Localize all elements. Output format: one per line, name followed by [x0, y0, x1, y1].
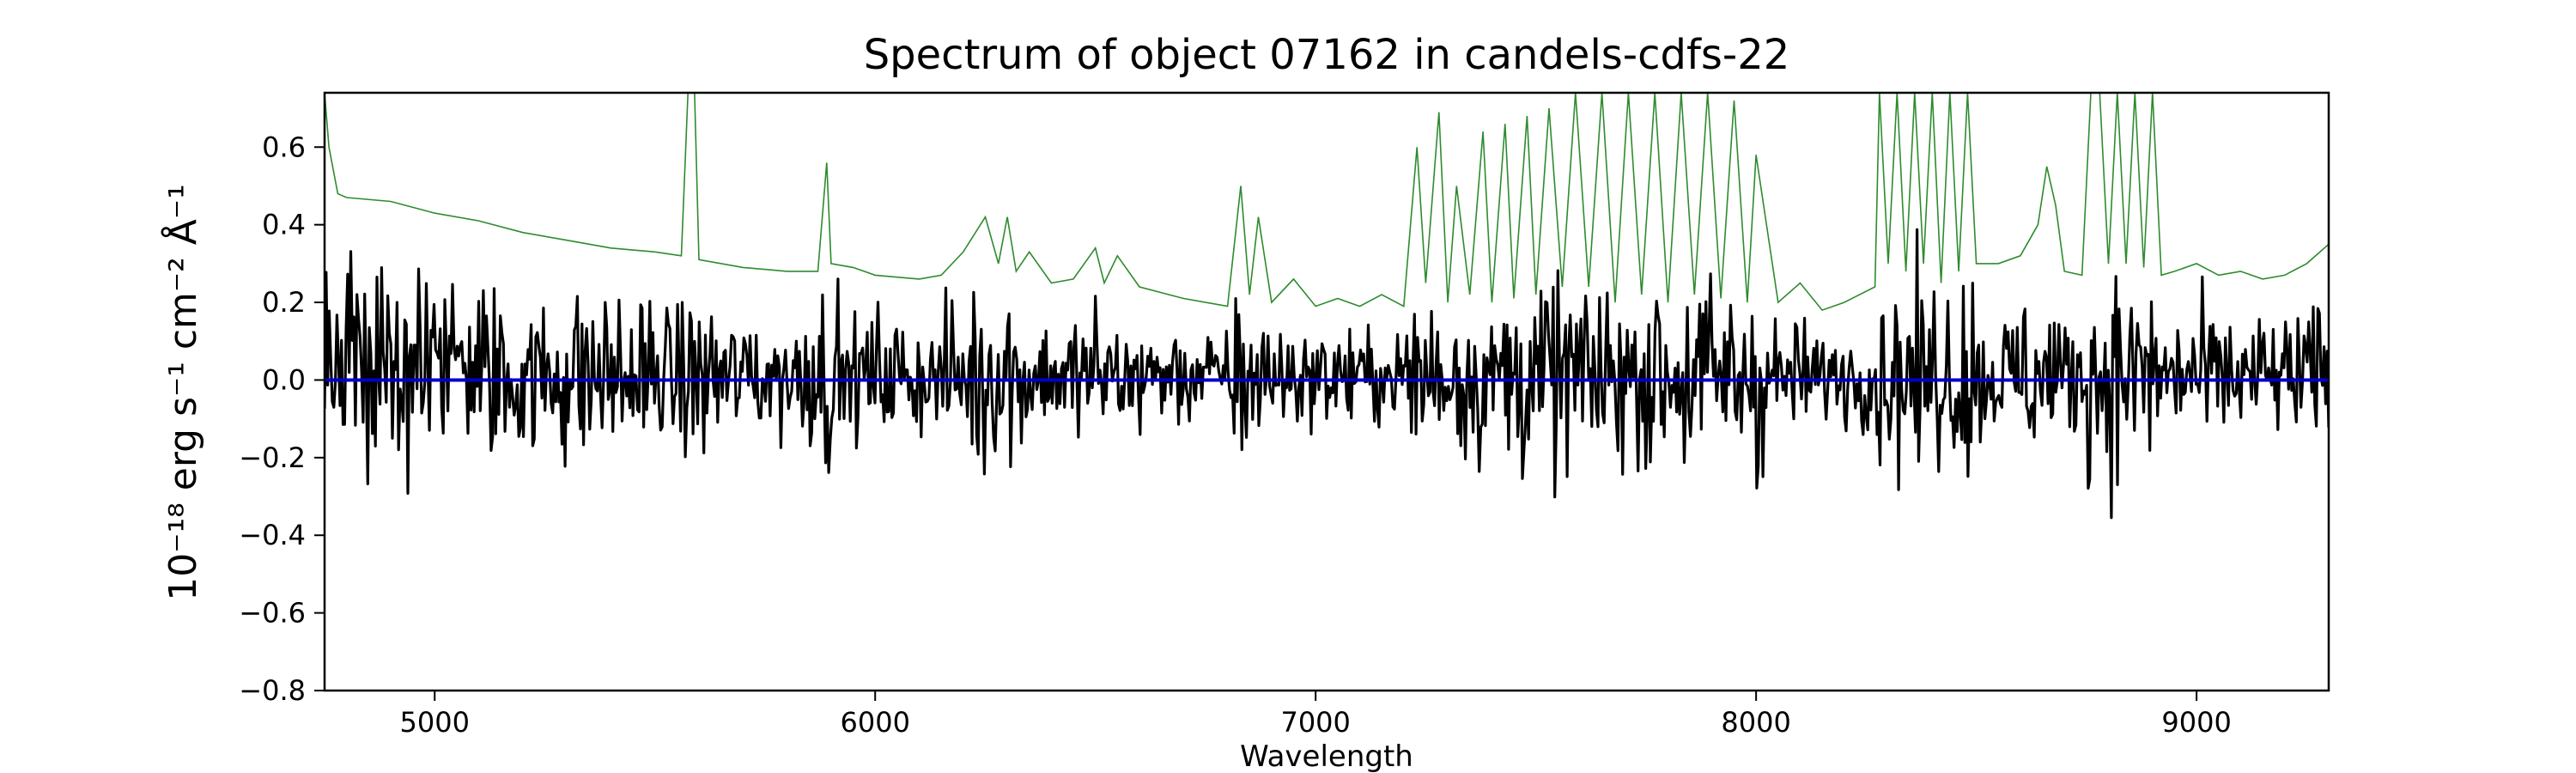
y-tick-label: 0.2 — [262, 286, 306, 319]
y-tick-label: 0.0 — [262, 363, 306, 396]
y-tick-label: −0.4 — [239, 519, 306, 551]
y-tick-label: −0.2 — [239, 441, 306, 474]
chart-title: Spectrum of object 07162 in candels-cdfs… — [864, 31, 1790, 79]
x-tick-label: 6000 — [840, 706, 909, 739]
x-tick-label: 9000 — [2161, 706, 2231, 739]
error-spectrum-line — [325, 93, 2329, 312]
x-tick-label: 7000 — [1280, 706, 1350, 739]
axes: 5000 6000 7000 8000 9000 −0.8 −0.6 −0.4 −0.2 0.0 0… — [239, 131, 2232, 739]
y-tick-label: 0.4 — [262, 209, 306, 241]
axes-frame — [323, 91, 2330, 692]
x-tick-label: 8000 — [1721, 706, 1790, 739]
y-tick-label: −0.6 — [239, 597, 306, 630]
flux-spectrum-line — [325, 228, 2329, 520]
y-tick-label: −0.8 — [239, 674, 306, 707]
x-axis-label: Wavelength — [1240, 740, 1413, 773]
x-tick-label: 5000 — [400, 706, 470, 739]
y-tick-label: 0.6 — [262, 131, 306, 163]
plot-area — [325, 93, 2329, 520]
y-axis-label: 10⁻¹⁸ erg s⁻¹ cm⁻² Å⁻¹ — [160, 184, 205, 600]
